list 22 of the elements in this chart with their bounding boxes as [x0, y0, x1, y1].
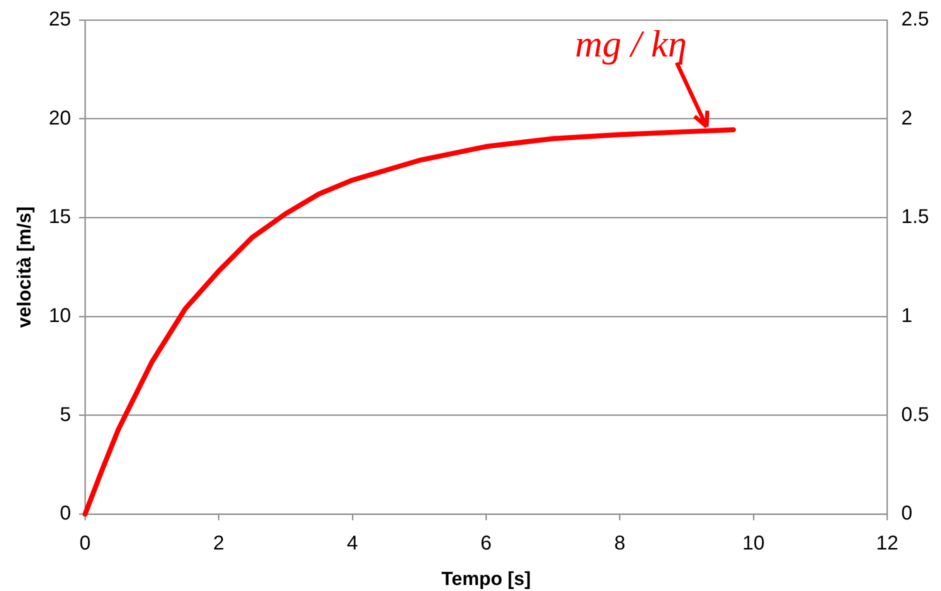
y2-tick-label: 0.5 [901, 404, 930, 426]
y-tick-label: 5 [60, 404, 72, 426]
x-tick-label: 0 [79, 532, 91, 555]
y-axis-title: velocità [m/s] [14, 206, 36, 328]
y2-tick-label: 2.5 [901, 8, 930, 31]
y-tick-label: 20 [48, 107, 72, 130]
y-tick-label: 0 [60, 502, 72, 525]
y-tick-label: 15 [48, 206, 72, 228]
y2-tick-label: 1.5 [901, 206, 930, 228]
x-tick-label: 2 [213, 532, 224, 555]
x-tick-label: 12 [876, 532, 898, 555]
x-tick-label: 8 [614, 532, 626, 555]
y2-tick-label: 0 [901, 502, 912, 525]
x-axis-title: Tempo [s] [441, 568, 531, 590]
y-tick-label: 25 [48, 8, 72, 31]
x-tick-label: 10 [742, 532, 765, 555]
y2-tick-label: 1 [901, 305, 912, 328]
annotation: mg / kη [574, 24, 687, 66]
x-tick-label: 4 [346, 532, 358, 555]
y-tick-label: 10 [48, 305, 72, 328]
x-tick-label: 6 [480, 532, 492, 555]
y2-tick-label: 2 [901, 107, 912, 130]
